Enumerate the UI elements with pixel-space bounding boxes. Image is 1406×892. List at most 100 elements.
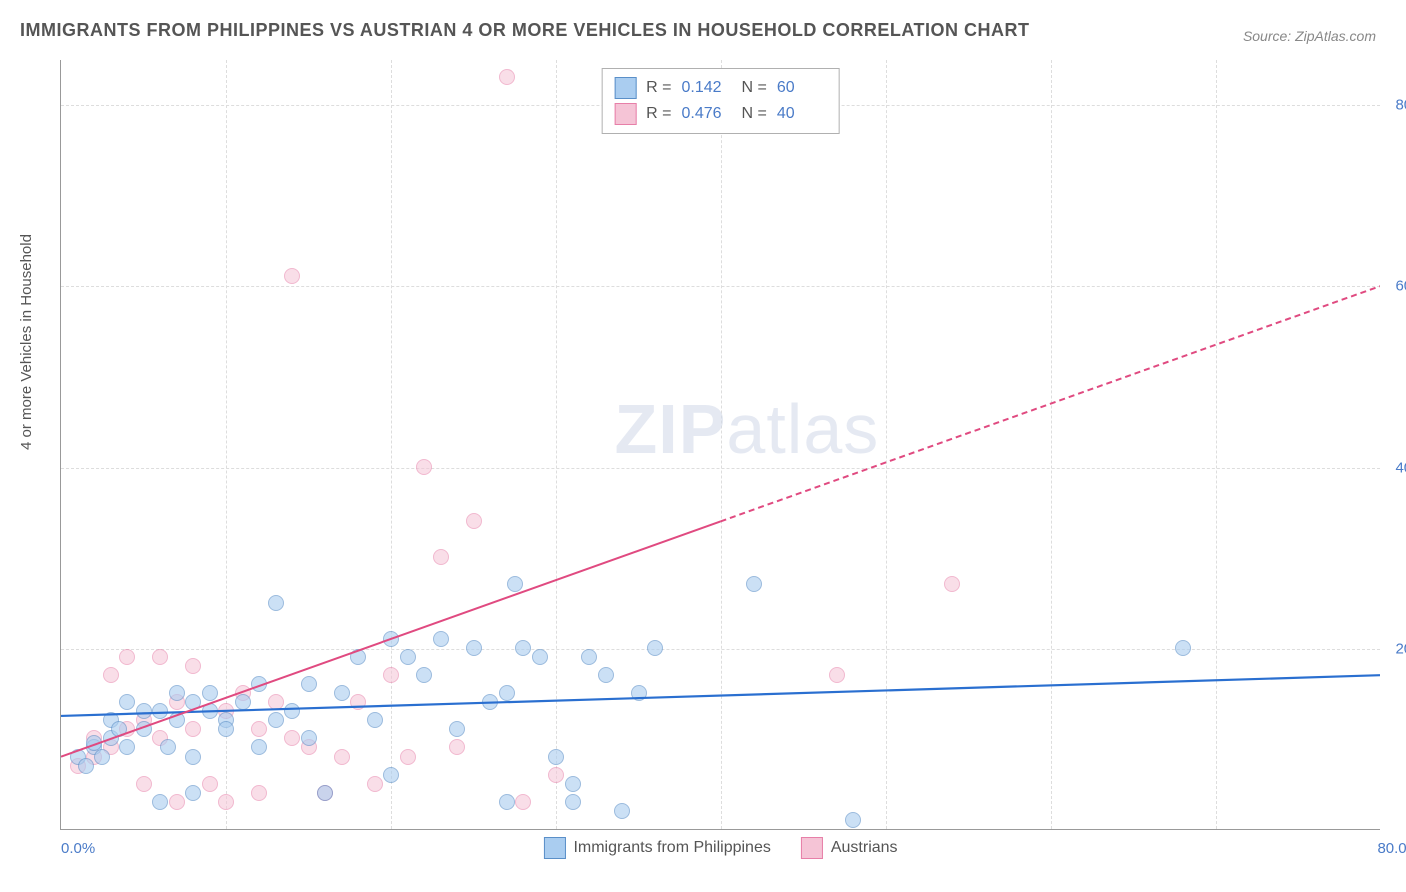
- y-axis-label: 4 or more Vehicles in Household: [18, 234, 35, 450]
- scatter-point: [367, 712, 383, 728]
- scatter-point: [367, 776, 383, 792]
- r-label: R =: [646, 105, 671, 123]
- legend-series: Immigrants from Philippines Austrians: [543, 837, 897, 859]
- scatter-point: [152, 649, 168, 665]
- scatter-point: [416, 459, 432, 475]
- scatter-point: [548, 749, 564, 765]
- scatter-point: [136, 703, 152, 719]
- scatter-point: [94, 749, 110, 765]
- gridline-v: [1216, 60, 1217, 829]
- gridline-v: [391, 60, 392, 829]
- scatter-point: [416, 667, 432, 683]
- scatter-point: [284, 703, 300, 719]
- scatter-point: [334, 749, 350, 765]
- scatter-point: [383, 667, 399, 683]
- y-tick-label: 20.0%: [1395, 640, 1406, 657]
- scatter-point: [829, 667, 845, 683]
- y-tick-label: 60.0%: [1395, 278, 1406, 295]
- gridline-v: [556, 60, 557, 829]
- scatter-point: [185, 749, 201, 765]
- n-label: N =: [742, 105, 767, 123]
- scatter-point: [532, 649, 548, 665]
- scatter-point: [136, 776, 152, 792]
- scatter-point: [499, 685, 515, 701]
- x-tick-label: 0.0%: [61, 840, 95, 857]
- scatter-point: [383, 631, 399, 647]
- scatter-point: [350, 649, 366, 665]
- scatter-point: [251, 676, 267, 692]
- scatter-point: [581, 649, 597, 665]
- scatter-point: [845, 812, 861, 828]
- scatter-point: [169, 685, 185, 701]
- scatter-point: [251, 785, 267, 801]
- scatter-point: [482, 694, 498, 710]
- swatch-blue-icon: [543, 837, 565, 859]
- scatter-point: [284, 730, 300, 746]
- legend-row-pink: R = 0.476 N = 40: [614, 101, 827, 127]
- watermark: ZIPatlas: [614, 389, 879, 469]
- scatter-point: [433, 549, 449, 565]
- scatter-point: [268, 694, 284, 710]
- scatter-point: [268, 712, 284, 728]
- gridline-v: [721, 60, 722, 829]
- scatter-point: [466, 513, 482, 529]
- scatter-point: [598, 667, 614, 683]
- scatter-point: [548, 767, 564, 783]
- chart-title: IMMIGRANTS FROM PHILIPPINES VS AUSTRIAN …: [20, 20, 1030, 41]
- scatter-point: [499, 69, 515, 85]
- scatter-point: [1175, 640, 1191, 656]
- scatter-point: [185, 785, 201, 801]
- scatter-point: [152, 703, 168, 719]
- scatter-point: [119, 694, 135, 710]
- scatter-point: [350, 694, 366, 710]
- n-value-blue: 60: [777, 79, 827, 97]
- scatter-point: [515, 640, 531, 656]
- r-value-blue: 0.142: [682, 79, 732, 97]
- y-tick-label: 80.0%: [1395, 97, 1406, 114]
- legend-row-blue: R = 0.142 N = 60: [614, 75, 827, 101]
- scatter-point: [317, 785, 333, 801]
- scatter-point: [169, 712, 185, 728]
- source-label: Source: ZipAtlas.com: [1243, 28, 1376, 44]
- swatch-blue-icon: [614, 77, 636, 99]
- gridline-v: [1051, 60, 1052, 829]
- scatter-point: [111, 721, 127, 737]
- scatter-point: [301, 676, 317, 692]
- r-value-pink: 0.476: [682, 105, 732, 123]
- scatter-point: [944, 576, 960, 592]
- x-tick-label: 80.0%: [1377, 840, 1406, 857]
- scatter-point: [449, 739, 465, 755]
- scatter-point: [218, 794, 234, 810]
- scatter-point: [466, 640, 482, 656]
- scatter-point: [119, 649, 135, 665]
- scatter-point: [136, 721, 152, 737]
- scatter-point: [251, 739, 267, 755]
- scatter-point: [433, 631, 449, 647]
- n-value-pink: 40: [777, 105, 827, 123]
- swatch-pink-icon: [801, 837, 823, 859]
- scatter-point: [565, 776, 581, 792]
- scatter-point: [202, 776, 218, 792]
- scatter-point: [614, 803, 630, 819]
- watermark-bold: ZIP: [614, 390, 726, 468]
- scatter-point: [507, 576, 523, 592]
- watermark-thin: atlas: [726, 390, 879, 468]
- legend-correlation: R = 0.142 N = 60 R = 0.476 N = 40: [601, 68, 840, 134]
- scatter-point: [202, 685, 218, 701]
- scatter-point: [400, 649, 416, 665]
- scatter-point: [746, 576, 762, 592]
- gridline-v: [886, 60, 887, 829]
- scatter-point: [334, 685, 350, 701]
- scatter-point: [160, 739, 176, 755]
- scatter-point: [400, 749, 416, 765]
- scatter-point: [152, 794, 168, 810]
- n-label: N =: [742, 79, 767, 97]
- scatter-point: [119, 739, 135, 755]
- legend-item-blue: Immigrants from Philippines: [543, 837, 770, 859]
- scatter-point: [103, 667, 119, 683]
- scatter-point: [499, 794, 515, 810]
- scatter-point: [185, 658, 201, 674]
- r-label: R =: [646, 79, 671, 97]
- scatter-point: [284, 268, 300, 284]
- scatter-point: [185, 721, 201, 737]
